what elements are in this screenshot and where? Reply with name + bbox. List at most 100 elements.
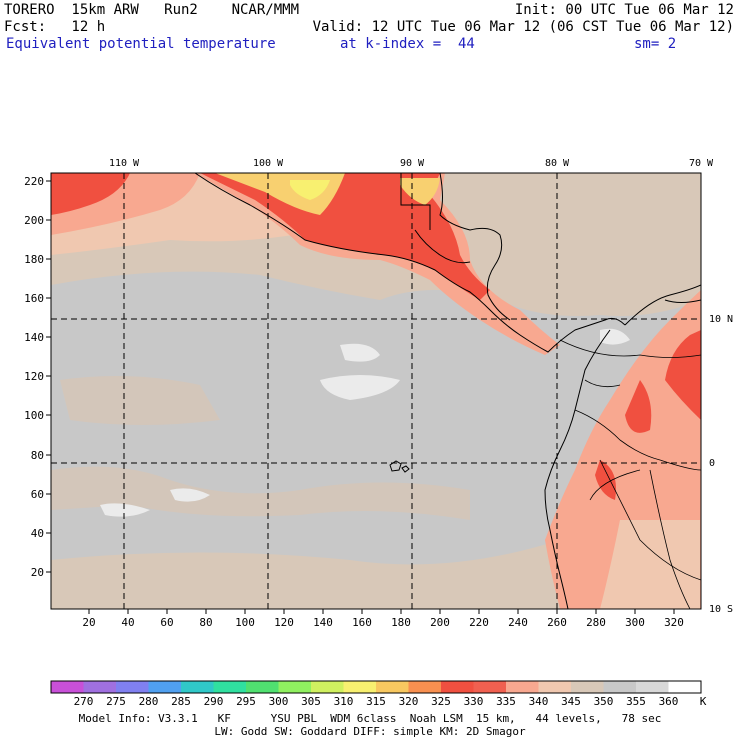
colorbar-label: 325 <box>431 695 451 708</box>
colorbar-swatch <box>571 681 604 693</box>
x-tick-label: 220 <box>469 616 489 629</box>
colorbar-unit: K <box>699 695 707 708</box>
y-tick-label: 160 <box>24 292 44 305</box>
white-patch-2 <box>320 375 400 400</box>
y-tick-label: 60 <box>31 488 44 501</box>
colorbar-label: 310 <box>333 695 354 708</box>
x-tick-label: 80 <box>199 616 212 629</box>
colorbar-swatch <box>603 681 637 693</box>
red-colombia <box>665 330 701 420</box>
level-index: at k-index = 44 <box>340 36 475 52</box>
lon-label: 110 W <box>109 158 140 169</box>
x-tick-label: 180 <box>391 616 411 629</box>
colorbar-label: 345 <box>561 695 581 708</box>
model-title: TORERO 15km ARW Run2 NCAR/MMM <box>4 2 300 18</box>
white-patch-3 <box>170 488 210 502</box>
colorbar-swatch <box>148 681 182 693</box>
y-tick-label: 220 <box>24 175 44 188</box>
colorbar-label: 330 <box>463 695 484 708</box>
x-tick-label: 140 <box>313 616 333 629</box>
peach-south <box>600 520 700 609</box>
x-tick-label: 20 <box>82 616 95 629</box>
colorbar-swatch <box>538 681 572 693</box>
y-tick-label: 200 <box>24 214 44 227</box>
colorbar-label: 270 <box>73 695 94 708</box>
colorbar-swatch <box>668 681 702 693</box>
colorbar-label: 335 <box>496 695 516 708</box>
colorbar-swatch <box>343 681 377 693</box>
colorbar-frame <box>50 680 702 694</box>
colorbar-label: 340 <box>528 695 549 708</box>
y-tick-label: 120 <box>24 370 44 383</box>
lon-labels: 110 W 100 W 90 W 80 W 70 W <box>109 158 714 169</box>
valid-time: Valid: 12 UTC Tue 06 Mar 12 (06 CST Tue … <box>312 19 734 35</box>
white-patch-1 <box>340 343 380 362</box>
colorbar-swatch <box>473 681 507 693</box>
colorbar-label: 300 <box>268 695 289 708</box>
colorbar-swatch <box>441 681 474 693</box>
plot-frame <box>50 172 702 610</box>
colorbar-swatch <box>311 681 344 693</box>
colorbar <box>50 680 702 694</box>
y-tick-label: 100 <box>24 409 44 422</box>
colorbar-label: 320 <box>398 695 419 708</box>
field-name: Equivalent potential temperature <box>6 36 276 52</box>
theta-e-field <box>51 173 701 609</box>
x-index-labels: 20 40 60 80 100 120 140 160 180 200 220 … <box>82 616 684 629</box>
y-tick-label: 20 <box>31 566 44 579</box>
colorbar-label: 355 <box>626 695 646 708</box>
colorbar-swatch <box>213 681 247 693</box>
x-tick-label: 240 <box>508 616 528 629</box>
colorbar-label: 350 <box>593 695 614 708</box>
x-tick-label: 160 <box>352 616 372 629</box>
lat-lon-grid <box>51 173 701 609</box>
white-patch-4 <box>100 503 150 517</box>
tan-patch-west <box>60 376 220 425</box>
tan-band-south <box>51 540 560 609</box>
forecast-hour: Fcst: 12 h <box>4 19 106 35</box>
x-tick-label: 120 <box>274 616 294 629</box>
colorbar-swatch <box>506 681 539 693</box>
init-time: Init: 00 UTC Tue 06 Mar 12 <box>514 2 734 18</box>
coastlines <box>194 173 701 609</box>
smoothing: sm= 2 <box>634 36 677 52</box>
lon-label: 70 W <box>689 158 714 169</box>
lon-label: 100 W <box>253 158 284 169</box>
colorbar-swatch <box>51 681 84 693</box>
colorbar-label: 295 <box>236 695 256 708</box>
lat-labels: 10 N 0 10 S <box>709 314 733 615</box>
model-info: Model Info: V3.3.1 KF YSU PBL WDM 6class… <box>78 712 662 725</box>
y-tick-label: 40 <box>31 527 44 540</box>
grid-ticks <box>46 180 675 614</box>
colorbar-label: 315 <box>366 695 386 708</box>
country-borders <box>559 339 701 609</box>
red-nw <box>51 173 130 215</box>
x-tick-label: 300 <box>625 616 645 629</box>
colorbar-swatch <box>278 681 312 693</box>
x-tick-label: 320 <box>664 616 684 629</box>
y-index-labels: 220 200 180 160 140 120 100 80 60 40 20 <box>24 175 44 579</box>
colorbar-label: 290 <box>203 695 224 708</box>
colorbar-label: 285 <box>171 695 191 708</box>
colorbar-swatch <box>636 681 669 693</box>
colorbar-label: 305 <box>301 695 321 708</box>
lat-label: 0 <box>709 458 715 469</box>
yellow-yucatan <box>400 178 440 205</box>
colorbar-label: 280 <box>138 695 159 708</box>
colorbar-swatch <box>181 681 214 693</box>
tan-band-mid <box>51 466 470 520</box>
lat-label: 10 N <box>709 314 733 325</box>
colorbar-swatch <box>83 681 117 693</box>
y-tick-label: 140 <box>24 331 44 344</box>
colorbar-swatch <box>246 681 279 693</box>
colorbar-swatch <box>116 681 149 693</box>
x-tick-label: 100 <box>235 616 255 629</box>
yellow-core <box>290 180 330 200</box>
colorbar-label: 360 <box>658 695 679 708</box>
x-tick-label: 60 <box>160 616 173 629</box>
x-tick-label: 280 <box>586 616 606 629</box>
x-tick-label: 200 <box>430 616 450 629</box>
colorbar-swatch <box>376 681 409 693</box>
y-tick-label: 80 <box>31 449 44 462</box>
